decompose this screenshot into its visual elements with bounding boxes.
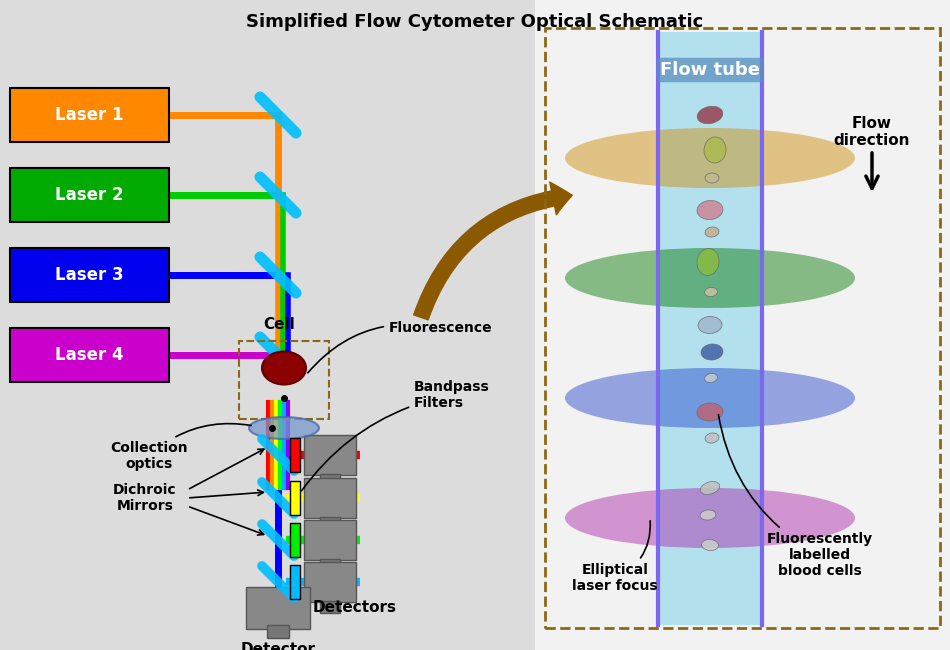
FancyBboxPatch shape bbox=[304, 478, 356, 518]
Text: Laser 1: Laser 1 bbox=[55, 106, 124, 124]
Bar bbox=[320, 517, 340, 529]
Ellipse shape bbox=[698, 317, 722, 333]
Bar bbox=[290, 523, 300, 557]
Text: Fluorescently
labelled
blood cells: Fluorescently labelled blood cells bbox=[718, 415, 873, 578]
Text: Laser 2: Laser 2 bbox=[55, 186, 124, 204]
Ellipse shape bbox=[701, 540, 718, 551]
Ellipse shape bbox=[705, 287, 717, 296]
Bar bbox=[267, 625, 289, 638]
Ellipse shape bbox=[565, 128, 855, 188]
FancyBboxPatch shape bbox=[304, 520, 356, 560]
FancyBboxPatch shape bbox=[304, 435, 356, 475]
Ellipse shape bbox=[705, 433, 719, 443]
Ellipse shape bbox=[697, 200, 723, 220]
Text: Laser 4: Laser 4 bbox=[55, 346, 124, 364]
Text: Flow tube: Flow tube bbox=[660, 61, 760, 79]
Text: Flow
direction: Flow direction bbox=[834, 116, 910, 148]
Text: Dichroic
Mirrors: Dichroic Mirrors bbox=[113, 483, 177, 513]
Ellipse shape bbox=[700, 482, 720, 495]
Bar bbox=[535, 0, 950, 650]
Text: Detector: Detector bbox=[240, 642, 315, 650]
Bar bbox=[290, 438, 300, 472]
Ellipse shape bbox=[705, 173, 719, 183]
Ellipse shape bbox=[565, 368, 855, 428]
Ellipse shape bbox=[697, 106, 723, 124]
FancyBboxPatch shape bbox=[10, 248, 169, 302]
Ellipse shape bbox=[704, 137, 726, 163]
Bar bbox=[320, 559, 340, 571]
Ellipse shape bbox=[262, 352, 306, 385]
Bar bbox=[658, 32, 762, 625]
FancyBboxPatch shape bbox=[10, 328, 169, 382]
Ellipse shape bbox=[705, 227, 719, 237]
Ellipse shape bbox=[700, 510, 716, 520]
Ellipse shape bbox=[697, 248, 719, 276]
Bar bbox=[320, 474, 340, 486]
Text: Simplified Flow Cytometer Optical Schematic: Simplified Flow Cytometer Optical Schema… bbox=[246, 13, 704, 31]
Text: Fluorescence: Fluorescence bbox=[308, 321, 493, 373]
Text: Collection
optics: Collection optics bbox=[110, 424, 251, 471]
FancyBboxPatch shape bbox=[10, 88, 169, 142]
Bar bbox=[239, 341, 329, 419]
Ellipse shape bbox=[697, 403, 723, 421]
Bar bbox=[320, 601, 340, 613]
Bar bbox=[290, 481, 300, 515]
Text: Detectors: Detectors bbox=[313, 599, 397, 614]
Text: Laser 3: Laser 3 bbox=[55, 266, 124, 284]
Text: Cell: Cell bbox=[263, 317, 294, 332]
Ellipse shape bbox=[565, 488, 855, 548]
Ellipse shape bbox=[701, 344, 723, 360]
Bar bbox=[290, 565, 300, 599]
Ellipse shape bbox=[705, 374, 717, 383]
Ellipse shape bbox=[565, 248, 855, 308]
Bar bbox=[0, 0, 535, 650]
Bar bbox=[545, 28, 940, 628]
FancyBboxPatch shape bbox=[304, 562, 356, 602]
Text: Bandpass
Filters: Bandpass Filters bbox=[301, 380, 490, 491]
Text: Elliptical
laser focus: Elliptical laser focus bbox=[572, 521, 657, 593]
FancyBboxPatch shape bbox=[246, 587, 310, 629]
Ellipse shape bbox=[249, 417, 319, 439]
FancyBboxPatch shape bbox=[10, 168, 169, 222]
FancyArrowPatch shape bbox=[413, 182, 572, 320]
